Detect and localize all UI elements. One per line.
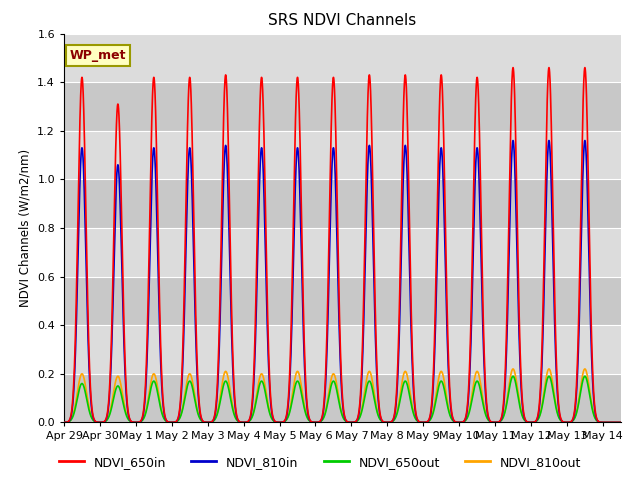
NDVI_650in: [545, 65, 553, 71]
Bar: [64, 131, 621, 180]
Bar: [64, 34, 621, 82]
Line: NDVI_650in: NDVI_650in: [64, 68, 621, 422]
NDVI_810out: [617, 420, 625, 425]
NDVI_810in: [545, 138, 553, 144]
NDVI_650in: [295, 91, 303, 96]
NDVI_650in: [617, 420, 625, 425]
NDVI_810out: [295, 370, 303, 376]
NDVI_810out: [60, 420, 68, 425]
NDVI_650in: [60, 420, 68, 425]
NDVI_810out: [545, 366, 553, 372]
Bar: [64, 276, 621, 325]
Text: WP_met: WP_met: [70, 49, 126, 62]
Bar: [64, 374, 621, 422]
Title: SRS NDVI Channels: SRS NDVI Channels: [268, 13, 417, 28]
NDVI_810out: [253, 394, 260, 399]
NDVI_650out: [295, 380, 303, 385]
NDVI_650out: [60, 420, 68, 425]
NDVI_810in: [285, 394, 292, 400]
NDVI_810in: [253, 306, 260, 312]
NDVI_810in: [60, 420, 68, 425]
NDVI_810in: [295, 158, 303, 164]
Bar: [64, 180, 621, 228]
NDVI_650out: [285, 412, 292, 418]
Line: NDVI_810out: NDVI_810out: [64, 369, 621, 422]
Bar: [64, 82, 621, 131]
NDVI_650out: [545, 373, 553, 379]
NDVI_650out: [260, 381, 268, 387]
NDVI_650in: [260, 108, 268, 114]
NDVI_650out: [617, 420, 625, 425]
NDVI_650in: [253, 276, 260, 282]
NDVI_650out: [253, 397, 260, 403]
NDVI_810out: [545, 366, 553, 372]
NDVI_810in: [509, 138, 517, 144]
Line: NDVI_810in: NDVI_810in: [64, 141, 621, 422]
Y-axis label: NDVI Channels (W/m2/nm): NDVI Channels (W/m2/nm): [19, 149, 31, 307]
NDVI_810in: [492, 420, 499, 425]
NDVI_810out: [260, 374, 268, 380]
NDVI_810out: [492, 420, 499, 425]
NDVI_650out: [545, 373, 553, 379]
Legend: NDVI_650in, NDVI_810in, NDVI_650out, NDVI_810out: NDVI_650in, NDVI_810in, NDVI_650out, NDV…: [54, 451, 586, 474]
NDVI_650in: [285, 387, 292, 393]
NDVI_650in: [492, 420, 499, 425]
NDVI_810in: [260, 172, 268, 178]
NDVI_810in: [617, 420, 625, 425]
NDVI_650out: [492, 420, 499, 425]
NDVI_810out: [285, 410, 292, 416]
Bar: [64, 325, 621, 374]
Bar: [64, 228, 621, 276]
Line: NDVI_650out: NDVI_650out: [64, 376, 621, 422]
NDVI_650in: [509, 65, 517, 71]
